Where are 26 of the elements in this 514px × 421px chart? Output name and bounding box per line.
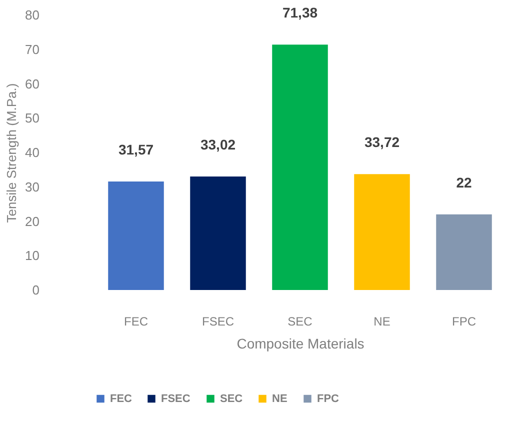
data-label: 33,02 xyxy=(200,136,236,152)
data-label: 71,38 xyxy=(282,4,318,21)
legend-label: SEC xyxy=(220,392,243,405)
data-label: 33,72 xyxy=(364,134,400,150)
y-tick-label: 20 xyxy=(25,214,40,229)
y-tick-label: 60 xyxy=(25,76,40,92)
y-tick-label: 0 xyxy=(32,282,40,298)
legend-label: FSEC xyxy=(161,392,190,405)
legend-label: NE xyxy=(272,392,288,405)
y-tick-label: 10 xyxy=(25,248,40,264)
x-tick-label: FSEC xyxy=(202,314,234,328)
legend-label: FEC xyxy=(110,392,132,405)
y-axis-title: Tensile Strength (M.Pa.) xyxy=(4,83,20,223)
legend-label: FPC xyxy=(317,392,340,405)
x-axis-title: Composite Materials xyxy=(236,336,364,352)
data-label: 22 xyxy=(456,174,472,190)
x-tick-label: SEC xyxy=(288,314,313,328)
data-label: 31,57 xyxy=(118,141,154,158)
y-tick-label: 70 xyxy=(25,42,40,57)
x-tick-label: NE xyxy=(374,314,390,328)
y-tick-label: 50 xyxy=(25,110,40,126)
y-tick-label: 40 xyxy=(25,145,40,160)
y-tick-label: 80 xyxy=(25,8,40,22)
y-tick-label: 30 xyxy=(25,179,40,194)
x-tick-label: FPC xyxy=(452,314,476,328)
x-tick-label: FEC xyxy=(124,314,148,328)
